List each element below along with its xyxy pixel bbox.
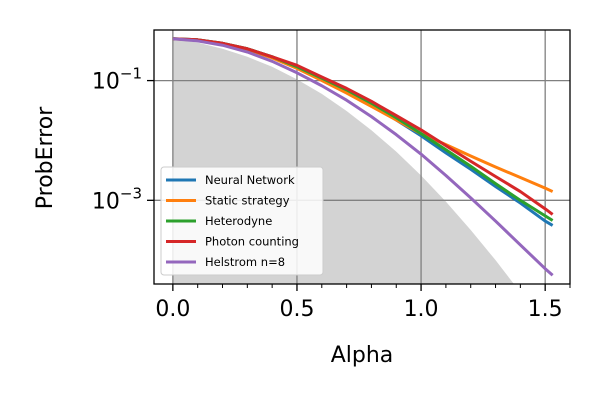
x-tick-label: 0.5	[279, 297, 314, 322]
legend-label: Photon counting	[205, 235, 299, 249]
series-layer	[172, 37, 554, 277]
legend-label: Helstrom n=8	[205, 255, 285, 269]
legend-label: Neural Network	[205, 173, 295, 187]
y-tick-label: 10−1	[92, 65, 142, 95]
legend-items: Neural Network Static strategy Heterodyne P…	[166, 173, 299, 269]
plot-frame	[153, 29, 571, 285]
x-tick-label: 0.0	[155, 297, 190, 322]
tick-layer	[147, 79, 571, 291]
series-line-photon-counting	[172, 37, 554, 216]
tick-label-layer: 0.0 0.5 1.0 1.5 10−1 10−3	[92, 65, 563, 322]
y-tick-label: 10−3	[92, 184, 142, 214]
legend-label: Static strategy	[205, 194, 290, 208]
series-line-helstrom-n-8	[172, 37, 554, 277]
x-axis-label: Alpha	[331, 343, 394, 368]
legend: Neural Network Static strategy Heterodyne P…	[160, 166, 324, 276]
legend-label: Heterodyne	[205, 214, 272, 228]
x-tick-label: 1.0	[404, 297, 439, 322]
x-tick-label: 1.5	[528, 297, 563, 322]
legend-box	[160, 166, 324, 276]
y-axis-label: ProbError	[33, 106, 58, 209]
